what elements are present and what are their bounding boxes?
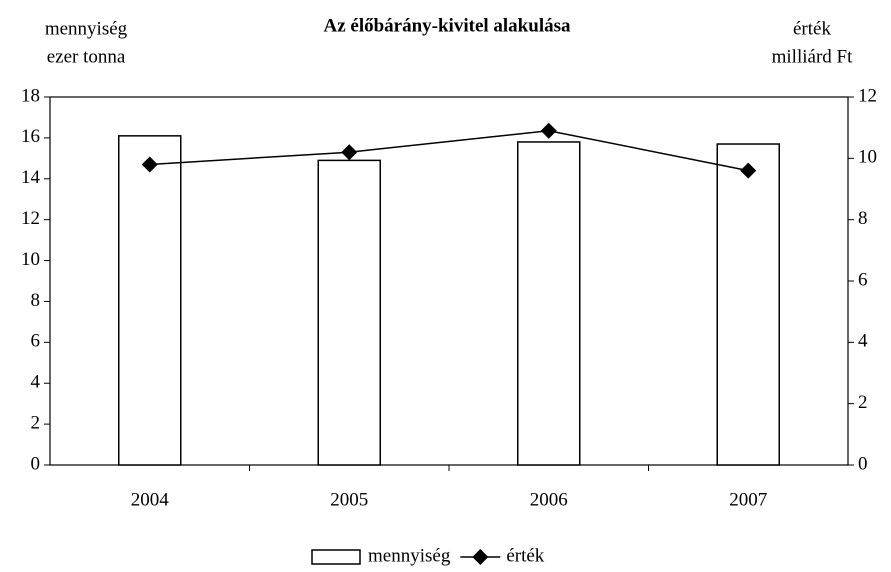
x-tick-label: 2005 [330, 489, 368, 510]
chart-title: Az élőbárány-kivitel alakulása [323, 15, 571, 36]
y-tick-label: 10 [21, 249, 40, 270]
bar [716, 143, 780, 466]
marker [740, 162, 757, 179]
y2-tick-label: 8 [858, 208, 868, 229]
x-tick-label: 2007 [729, 489, 767, 510]
bar [517, 141, 581, 466]
line [149, 129, 749, 172]
y-tick-label: 2 [31, 412, 41, 433]
legend-swatch [311, 549, 361, 565]
y-tick-label: 6 [31, 331, 41, 352]
y-tick-label: 0 [31, 453, 41, 474]
y2-axis-label: milliárd Ft [772, 46, 853, 67]
y-tick-label: 16 [21, 126, 40, 147]
legend-label: érték [506, 545, 544, 566]
y2-tick-label: 0 [858, 453, 868, 474]
y-tick-label: 8 [31, 290, 41, 311]
y2-tick-label: 6 [858, 269, 868, 290]
y2-axis-label: érték [793, 18, 831, 39]
x-tick-label: 2004 [131, 489, 170, 510]
y-tick-label: 4 [31, 372, 41, 393]
y-axis-label: ezer tonna [47, 46, 126, 67]
y-tick-label: 18 [21, 85, 40, 106]
y2-tick-label: 4 [858, 331, 868, 352]
y-tick-label: 14 [21, 167, 41, 188]
y2-tick-label: 10 [858, 147, 877, 168]
y-tick-label: 12 [21, 208, 40, 229]
legend-swatch [472, 549, 489, 565]
y2-tick-label: 2 [858, 392, 868, 413]
marker [341, 144, 358, 161]
y-axis-label: mennyiség [45, 18, 128, 39]
y2-tick-label: 12 [858, 85, 877, 106]
x-tick-label: 2006 [530, 489, 568, 510]
bar [118, 135, 182, 466]
legend-label: mennyiség [368, 545, 451, 566]
bar [317, 159, 381, 466]
marker [540, 122, 557, 139]
marker [141, 156, 158, 173]
